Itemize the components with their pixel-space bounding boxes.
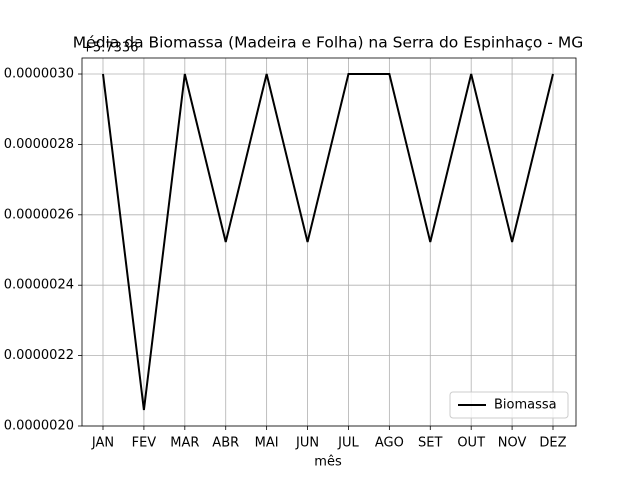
plot-frame xyxy=(81,57,577,427)
x-tick-label: AGO xyxy=(375,436,404,451)
y-tick-label: 0.0000024 xyxy=(4,278,74,293)
x-tick-label: JUN xyxy=(295,436,319,451)
chart-title: Média da Biomassa (Madeira e Folha) na S… xyxy=(73,34,583,52)
x-tick-label: DEZ xyxy=(539,436,566,451)
x-tick-label: FEV xyxy=(132,436,157,451)
data-line xyxy=(102,73,554,411)
legend-label: Biomassa xyxy=(494,398,557,413)
x-tick-label: JAN xyxy=(91,436,114,451)
x-axis-label: mês xyxy=(314,455,342,470)
y-offset-label: +5.7336 xyxy=(82,41,138,56)
y-tick-label: 0.0000030 xyxy=(4,67,74,82)
x-tick-label: MAI xyxy=(255,436,279,451)
x-tick-label: NOV xyxy=(498,436,527,451)
x-tick-label: JUL xyxy=(337,436,359,451)
y-tick-label: 0.0000022 xyxy=(4,348,74,363)
y-tick-label: 0.0000028 xyxy=(4,137,74,152)
x-tick-label: OUT xyxy=(457,436,485,451)
y-tick-label: 0.0000026 xyxy=(4,207,74,222)
legend-box xyxy=(449,391,569,419)
x-tick-label: ABR xyxy=(212,436,239,451)
y-tick-label: 0.0000020 xyxy=(4,419,74,434)
x-tick-label: SET xyxy=(418,436,442,451)
x-tick-label: MAR xyxy=(170,436,199,451)
